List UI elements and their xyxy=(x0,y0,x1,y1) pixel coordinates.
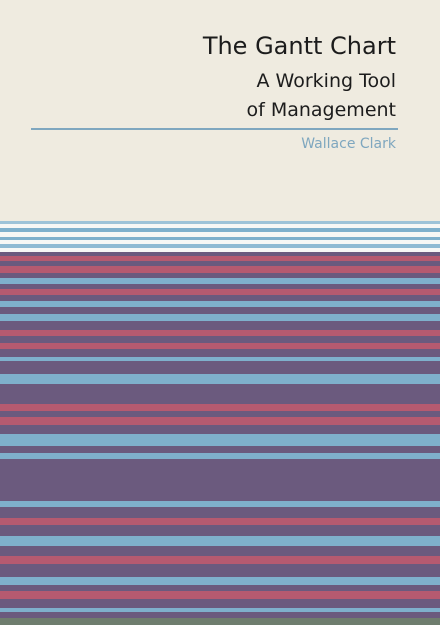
title-divider xyxy=(31,128,398,130)
stripe xyxy=(0,307,440,314)
stripe xyxy=(0,612,440,618)
stripe xyxy=(0,273,440,278)
stripe xyxy=(0,404,440,411)
stripe xyxy=(0,221,440,224)
stripe xyxy=(0,446,440,453)
stripe xyxy=(0,336,440,343)
cover-header: The Gantt Chart A Working Tool of Manage… xyxy=(0,0,440,220)
stripe xyxy=(0,411,440,417)
stripe xyxy=(0,374,440,384)
stripe xyxy=(0,518,440,525)
stripe xyxy=(0,321,440,330)
stripe xyxy=(0,232,440,237)
stripe xyxy=(0,507,440,518)
stripe xyxy=(0,618,440,625)
book-subtitle-line-1: A Working Tool xyxy=(256,70,396,92)
stripe xyxy=(0,417,440,425)
stripe xyxy=(0,237,440,240)
stripe xyxy=(0,536,440,546)
stripe xyxy=(0,343,440,349)
stripe xyxy=(0,525,440,536)
stripe xyxy=(0,314,440,321)
stripe xyxy=(0,599,440,608)
stripe xyxy=(0,330,440,336)
stripe xyxy=(0,546,440,556)
stripe xyxy=(0,585,440,591)
stripe xyxy=(0,244,440,248)
stripe xyxy=(0,349,440,357)
stripe xyxy=(0,357,440,361)
stripe xyxy=(0,301,440,307)
book-title: The Gantt Chart xyxy=(202,32,396,60)
stripe xyxy=(0,224,440,228)
stripe xyxy=(0,501,440,507)
stripe xyxy=(0,564,440,577)
stripe xyxy=(0,252,440,256)
stripe xyxy=(0,425,440,434)
stripe xyxy=(0,384,440,404)
stripe xyxy=(0,608,440,612)
stripe xyxy=(0,591,440,599)
book-author: Wallace Clark xyxy=(301,136,396,152)
stripe xyxy=(0,240,440,244)
stripe xyxy=(0,434,440,446)
stripe xyxy=(0,228,440,232)
stripe xyxy=(0,266,440,273)
stripe xyxy=(0,577,440,585)
stripe xyxy=(0,556,440,564)
stripe xyxy=(0,289,440,295)
stripe-band xyxy=(0,221,440,625)
stripe xyxy=(0,453,440,459)
stripe xyxy=(0,284,440,289)
stripe xyxy=(0,295,440,301)
stripe xyxy=(0,361,440,374)
stripe xyxy=(0,261,440,266)
stripe xyxy=(0,248,440,252)
stripe xyxy=(0,459,440,501)
stripe xyxy=(0,278,440,284)
stripe xyxy=(0,256,440,261)
book-subtitle-line-2: of Management xyxy=(246,99,396,121)
